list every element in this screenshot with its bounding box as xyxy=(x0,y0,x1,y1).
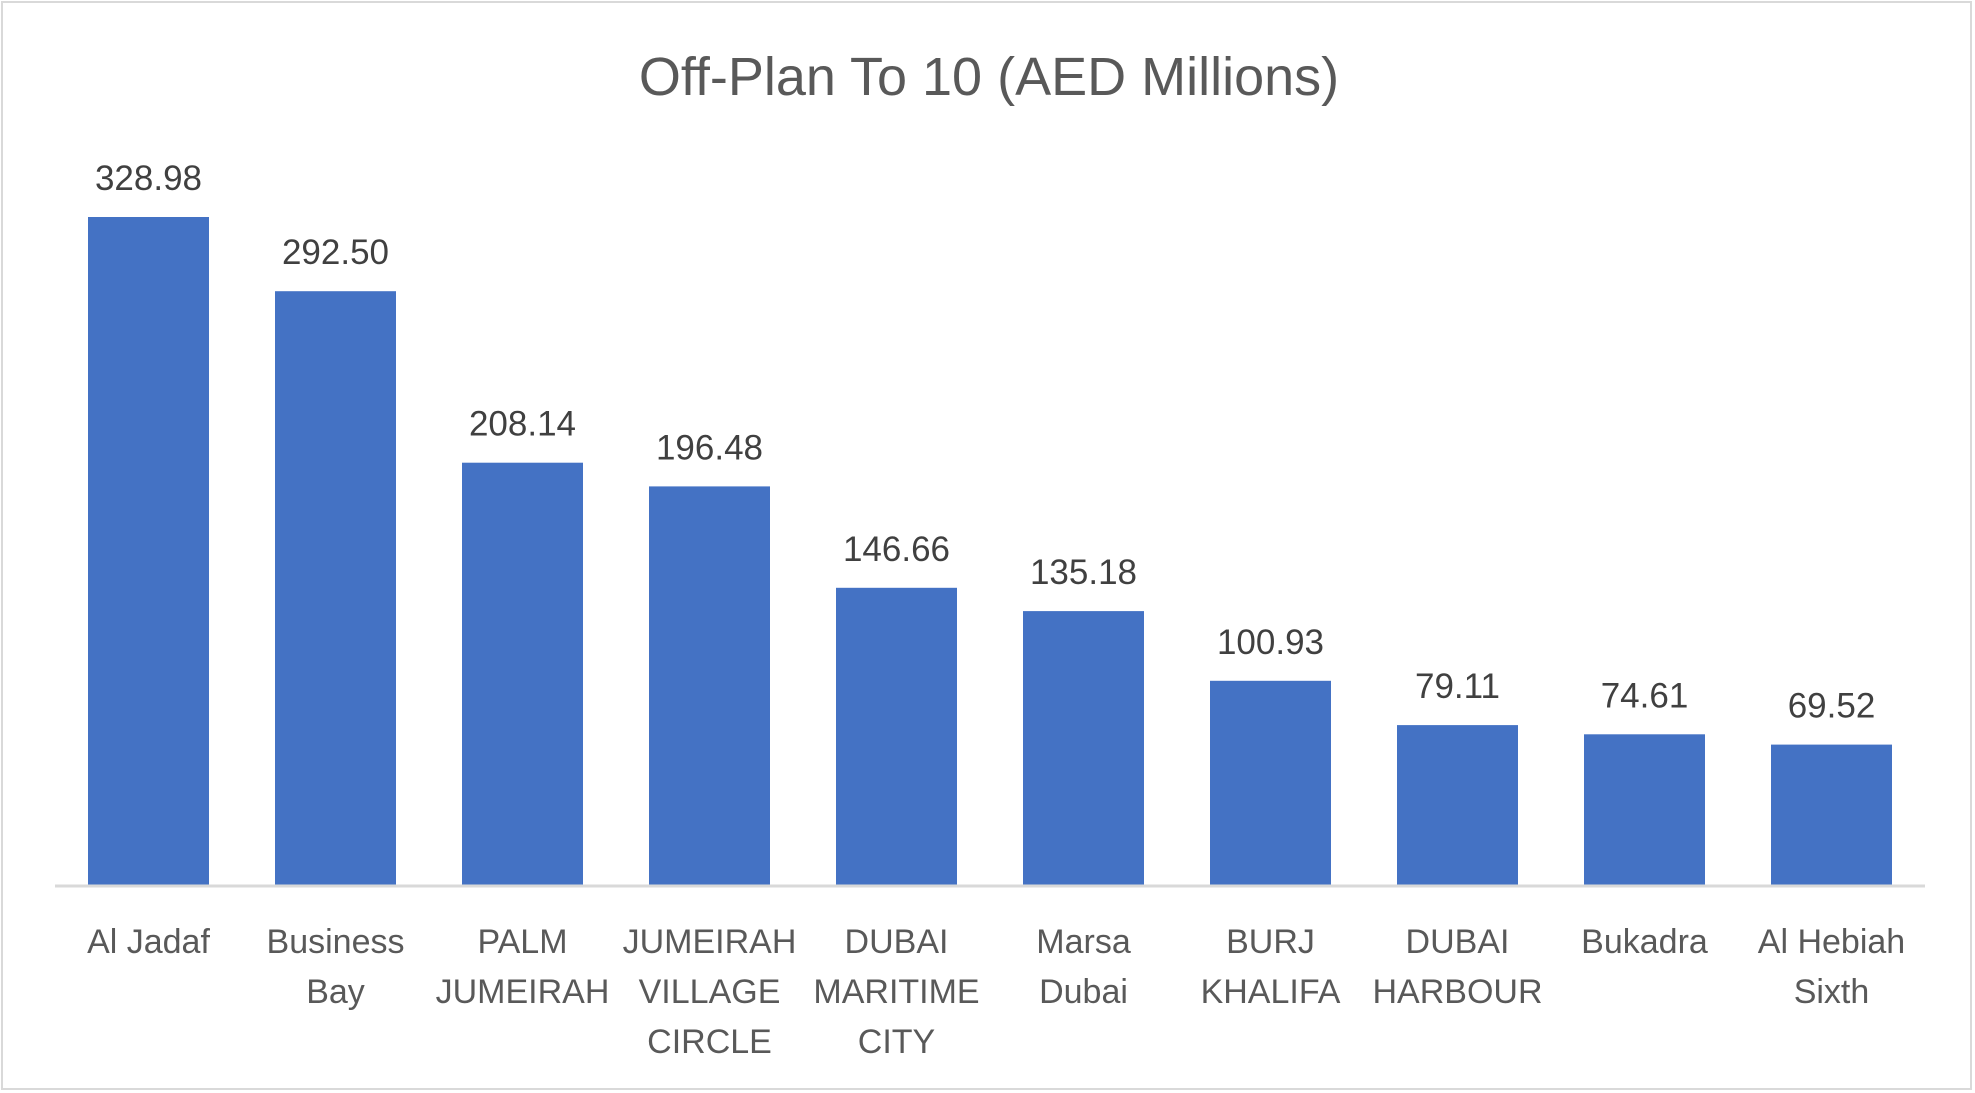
bar-9 xyxy=(1771,744,1892,886)
chart-title: Off-Plan To 10 (AED Millions) xyxy=(639,47,1339,107)
category-label-6: BURJ KHALIFA xyxy=(1201,923,1341,1011)
category-label-4: DUBAI MARITIME CITY xyxy=(813,923,979,1061)
category-label-5: Marsa Dubai xyxy=(1036,923,1131,1011)
data-label-4: 146.66 xyxy=(843,530,950,569)
bar-8 xyxy=(1584,734,1705,886)
bar-2 xyxy=(462,462,583,886)
category-label-2: PALM JUMEIRAH xyxy=(436,923,610,1011)
data-label-7: 79.11 xyxy=(1415,667,1500,706)
bars-layer xyxy=(88,217,1892,886)
data-label-8: 74.61 xyxy=(1601,676,1689,715)
category-label-8: Bukadra xyxy=(1581,923,1708,961)
data-label-5: 135.18 xyxy=(1030,553,1137,592)
data-label-0: 328.98 xyxy=(95,159,202,198)
category-label-3: JUMEIRAH VILLAGE CIRCLE xyxy=(623,923,797,1061)
data-label-2: 208.14 xyxy=(469,405,576,444)
bar-0 xyxy=(88,217,209,886)
bar-7 xyxy=(1397,725,1518,886)
data-labels-layer: 328.98 292.50 208.14 196.48 146.66 135.18 100.… xyxy=(95,159,1875,726)
data-label-3: 196.48 xyxy=(656,428,763,467)
bar-chart: Off-Plan To 10 (AED Millions) 328.98 292.… xyxy=(55,47,1925,1061)
data-label-9: 69.52 xyxy=(1788,687,1876,726)
bar-1 xyxy=(275,291,396,886)
category-label-9: Al Hebiah Sixth xyxy=(1758,923,1905,1011)
bar-5 xyxy=(1023,611,1144,886)
category-label-0: Al Jadaf xyxy=(87,923,210,961)
bar-3 xyxy=(649,486,770,886)
bar-6 xyxy=(1210,680,1331,886)
data-label-1: 292.50 xyxy=(282,233,389,272)
category-label-1: Business Bay xyxy=(267,923,405,1011)
category-label-7: DUBAI HARBOUR xyxy=(1372,923,1542,1011)
data-label-6: 100.93 xyxy=(1217,623,1324,662)
bar-4 xyxy=(836,587,957,886)
